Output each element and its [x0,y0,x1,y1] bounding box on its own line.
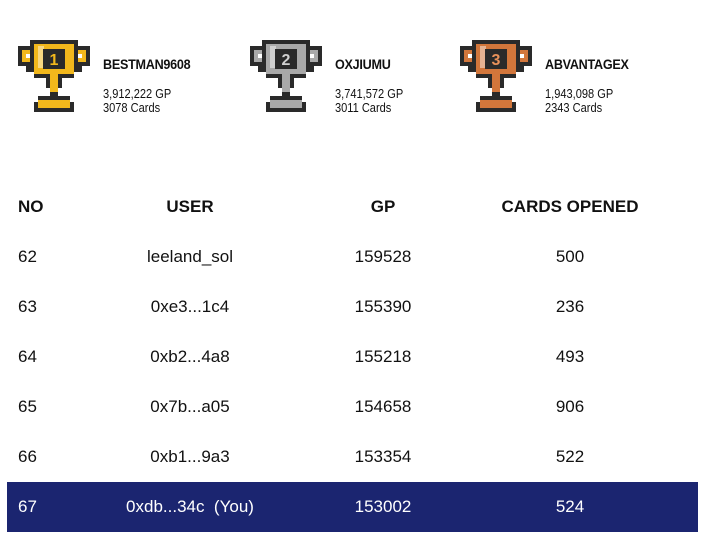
cell: 0x7b...a05 [150,397,230,416]
podium-1: 1 BESTMAN9608 3,912,222 GP 3078 Cards [14,36,234,120]
cell: 153002 [354,497,412,516]
cell: 67 [18,497,37,516]
cell: 906 [555,397,585,416]
cards: 3078 Cards [103,100,161,115]
cell: 63 [18,297,37,316]
cell: 154658 [354,397,412,416]
cards: 2343 Cards [545,100,603,115]
header-cell: GP [370,197,396,216]
table-header: NO USER GP CARDS OPENED [7,182,698,232]
gp: 3,912,222 GP [103,86,172,101]
cell: 155390 [354,297,412,316]
cell: 64 [18,347,37,366]
podium-3: 3 ABVANTAGEX 1,943,098 GP 2343 Cards [456,36,676,120]
cell: 500 [555,247,585,266]
table-row: 63 0xe3...1c4 155390 236 [7,282,698,332]
trophy-silver: 2 [246,36,326,116]
cell: 0xdb...34c (You) [126,497,254,516]
header-cell: CARDS OPENED [501,197,639,216]
cell: 153354 [354,447,412,466]
cell: 236 [555,297,585,316]
rank: 3 [492,52,501,69]
header-cell: NO [18,197,44,216]
cell: 0xe3...1c4 [150,297,230,316]
cell: 493 [555,347,585,366]
cell: 62 [18,247,37,266]
table-row: 65 0x7b...a05 154658 906 [7,382,698,432]
table-row: 64 0xb2...4a8 155218 493 [7,332,698,382]
cell: 524 [555,497,585,516]
cell: 65 [18,397,37,416]
cell: 0xb1...9a3 [150,447,230,466]
cards: 3011 Cards [335,100,392,115]
gp: 1,943,098 GP [545,86,614,101]
cell: leeland_sol [146,247,234,266]
cell: 159528 [354,247,412,266]
cell: 0xb2...4a8 [150,347,230,366]
rank: 1 [50,52,59,69]
cell: 155218 [354,347,412,366]
trophy-gold: 1 [14,36,94,116]
cell: 522 [555,447,585,466]
table-row: 67 0xdb...34c (You) 153002 524 [7,482,698,532]
trophy-bronze: 3 [456,36,536,116]
player-name: ABVANTAGEX [545,56,629,72]
gp: 3,741,572 GP [335,86,404,101]
table-row: 62 leeland_sol 159528 500 [7,232,698,282]
podium-2: 2 OXJIUMU 3,741,572 GP 3011 Cards [246,36,466,120]
header-cell: USER [166,197,214,216]
player-name: BESTMAN9608 [103,56,191,72]
player-name: OXJIUMU [335,56,391,72]
rank: 2 [282,52,291,69]
table-row: 66 0xb1...9a3 153354 522 [7,432,698,482]
cell: 66 [18,447,37,466]
leaderboard-table: NO USER GP CARDS OPENED 62 leeland_sol 159528 5… [7,182,698,532]
